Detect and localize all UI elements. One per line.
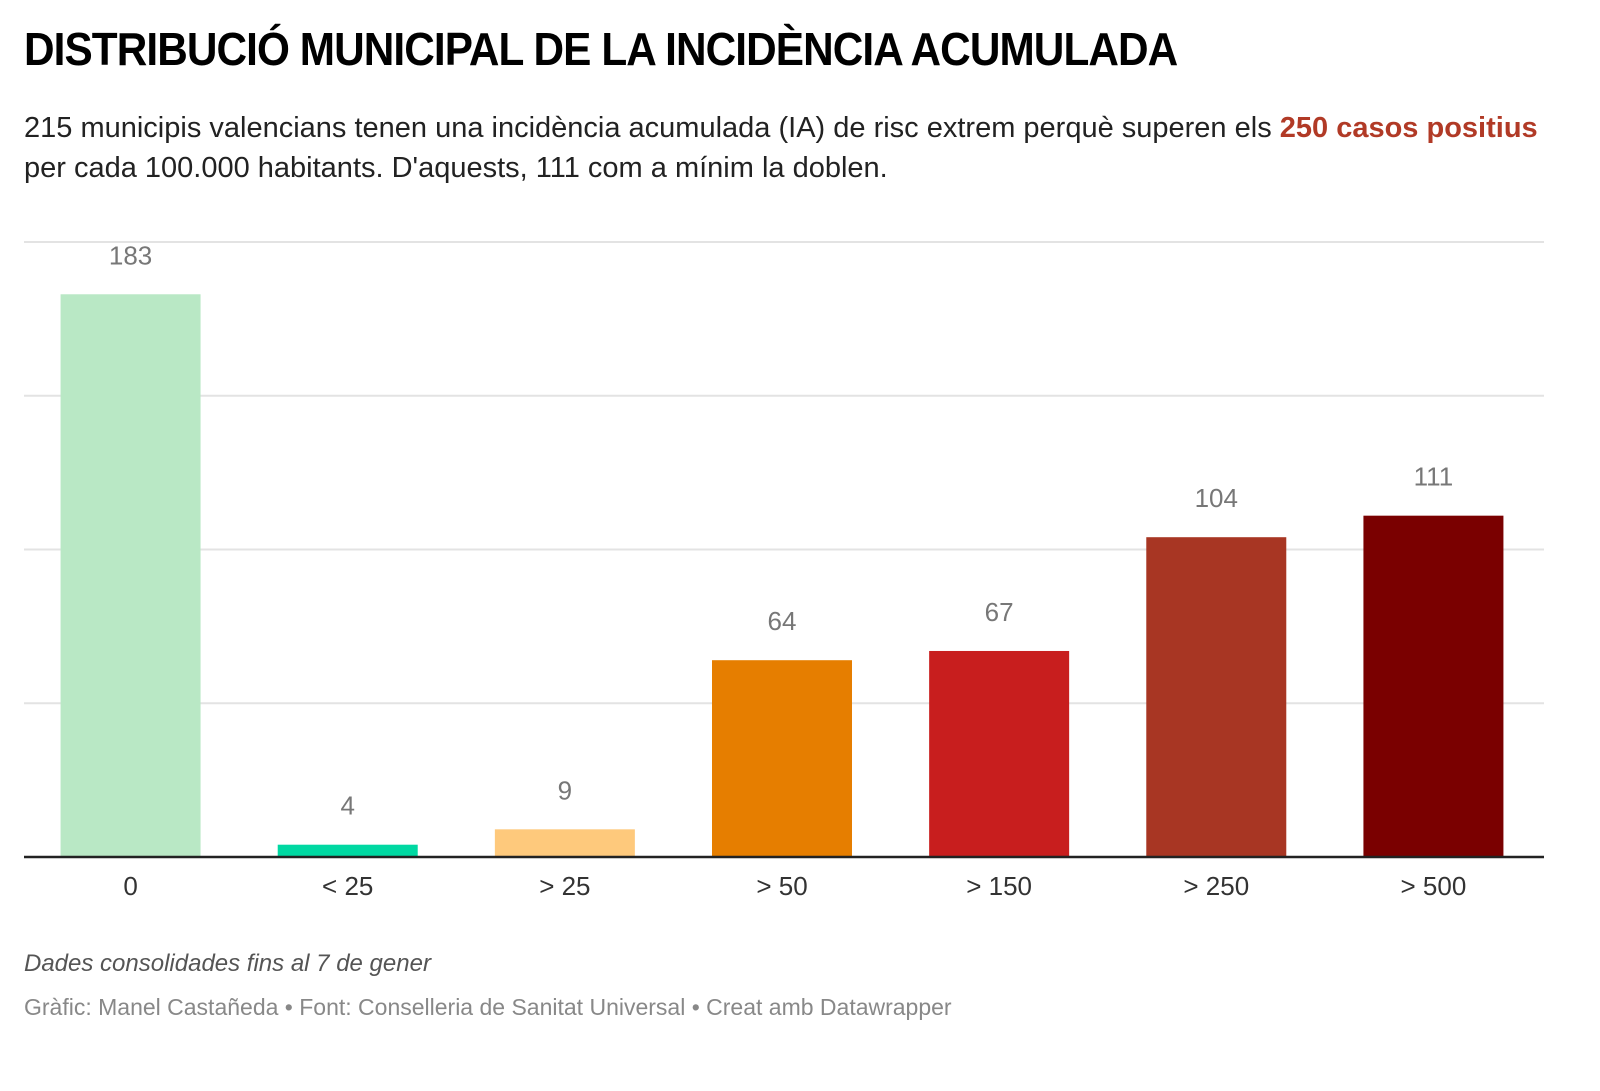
chart-subtitle: 215 municipis valencians tenen una incid… xyxy=(24,108,1554,188)
bar xyxy=(1363,515,1504,857)
value-label: 4 xyxy=(340,791,354,821)
bar xyxy=(60,294,201,857)
x-axis: 0 < 25 > 25 > 50 > 150 > 250 > 500 xyxy=(24,855,1544,901)
x-tick-label: > 250 xyxy=(1183,871,1249,901)
bars xyxy=(60,294,1504,857)
chart-notes: Dades consolidades fins al 7 de gener xyxy=(24,950,431,977)
value-labels: 183 4 9 64 67 104 111 xyxy=(106,237,1456,823)
bar-chart-svg: 183 4 9 64 67 104 111 0 < 25 > 25 > 50 > 150 > 250 >… xyxy=(24,237,1544,901)
bar xyxy=(494,829,635,857)
value-label: 104 xyxy=(1195,483,1238,513)
value-label: 111 xyxy=(1414,462,1454,492)
value-label: 9 xyxy=(558,775,572,805)
x-tick-label: > 500 xyxy=(1401,871,1467,901)
value-label: 67 xyxy=(985,597,1014,627)
bar xyxy=(1146,537,1287,857)
x-tick-label: > 50 xyxy=(756,871,807,901)
value-label: 64 xyxy=(768,606,797,636)
x-tick-label: > 25 xyxy=(539,871,590,901)
x-tick-label: > 150 xyxy=(966,871,1032,901)
x-tick-label: < 25 xyxy=(322,871,373,901)
subtitle-text-pre: 215 municipis valencians tenen una incid… xyxy=(24,112,1280,144)
subtitle-text-post: per cada 100.000 habitants. D'aquests, 1… xyxy=(24,152,888,184)
bar xyxy=(277,844,418,857)
chart-title: DISTRIBUCIÓ MUNICIPAL DE LA INCIDÈNCIA A… xyxy=(24,23,1178,75)
bar xyxy=(712,660,852,857)
bar-chart: 183 4 9 64 67 104 111 0 < 25 > 25 > 50 > 150 > 250 >… xyxy=(0,220,1600,920)
subtitle-highlight: 250 casos positius xyxy=(1279,112,1538,144)
x-tick-label: 0 xyxy=(123,871,137,901)
chart-byline: Gràfic: Manel Castañeda • Font: Conselle… xyxy=(24,994,952,1020)
value-label: 183 xyxy=(109,240,152,270)
bar xyxy=(929,650,1070,857)
